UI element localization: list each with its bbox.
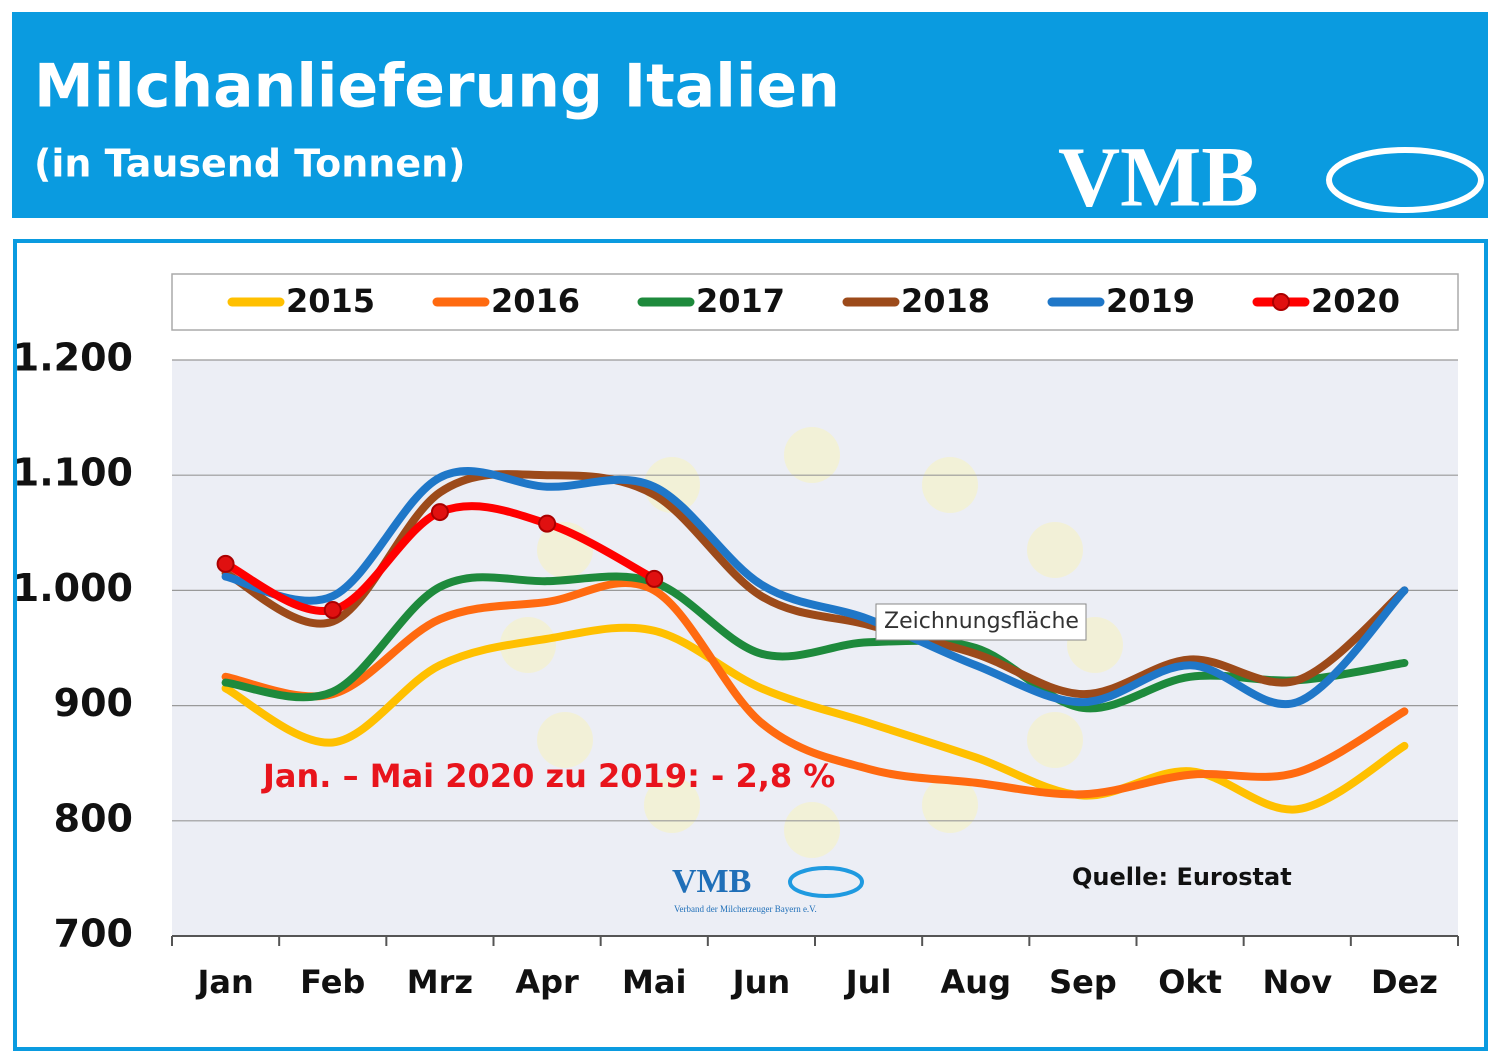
x-tick-label: Jan xyxy=(195,963,253,1001)
x-tick-label: Okt xyxy=(1158,963,1222,1001)
legend-label: 2015 xyxy=(286,282,375,320)
legend-label: 2020 xyxy=(1311,282,1400,320)
legend-label: 2016 xyxy=(491,282,580,320)
y-tick-label: 1.200 xyxy=(13,336,133,380)
y-tick-label: 900 xyxy=(54,681,133,725)
x-tick-label: Sep xyxy=(1049,963,1117,1001)
point xyxy=(538,514,557,533)
x-tick-label: Mrz xyxy=(407,963,473,1001)
source: Quelle: Eurostat xyxy=(1072,863,1292,891)
tooltip xyxy=(875,603,1087,641)
x-tick-label: Jun xyxy=(731,963,790,1001)
y-tick-label: 800 xyxy=(54,796,133,840)
x-tick-label: Mai xyxy=(622,963,686,1001)
series-line xyxy=(221,572,1409,713)
legend-marker xyxy=(1272,293,1290,311)
x-tick-label: Dez xyxy=(1371,963,1438,1001)
annotation: Jan. – Mai 2020 zu 2019: - 2,8 % xyxy=(261,757,835,795)
stars xyxy=(500,427,1123,858)
point xyxy=(645,569,664,588)
watermark-logo: VMB xyxy=(672,863,751,900)
tooltip-text: Zeichnungsfläche xyxy=(884,609,1079,634)
point xyxy=(430,503,449,522)
point xyxy=(323,600,342,619)
series-line xyxy=(221,579,1409,799)
header xyxy=(12,12,1488,218)
watermark-mark xyxy=(788,866,864,898)
series-line xyxy=(221,467,1409,709)
x-tick-label: Nov xyxy=(1262,963,1332,1001)
legend-label: 2018 xyxy=(901,282,990,320)
legend-box xyxy=(171,273,1459,331)
legend-label: 2019 xyxy=(1106,282,1195,320)
chart-title: Milchanlieferung Italien xyxy=(34,52,840,122)
legend-label: 2017 xyxy=(696,282,785,320)
logo: VMB xyxy=(1058,129,1259,225)
y-tick-label: 1.100 xyxy=(13,451,133,495)
y-tick-label: 1.000 xyxy=(13,566,133,610)
chart-subtitle: (in Tausend Tonnen) xyxy=(34,142,466,186)
x-tick-label: Apr xyxy=(515,963,579,1001)
x-tick-label: Jul xyxy=(844,963,892,1001)
point xyxy=(216,554,235,573)
x-tick-label: Feb xyxy=(300,963,365,1001)
watermark-subtext: Verband der Milcherzeuger Bayern e.V. xyxy=(674,904,817,914)
series-line xyxy=(221,470,1409,699)
y-tick-label: 700 xyxy=(54,912,133,956)
logo-mark xyxy=(1326,147,1484,213)
x-tick-label: Aug xyxy=(941,963,1011,1001)
